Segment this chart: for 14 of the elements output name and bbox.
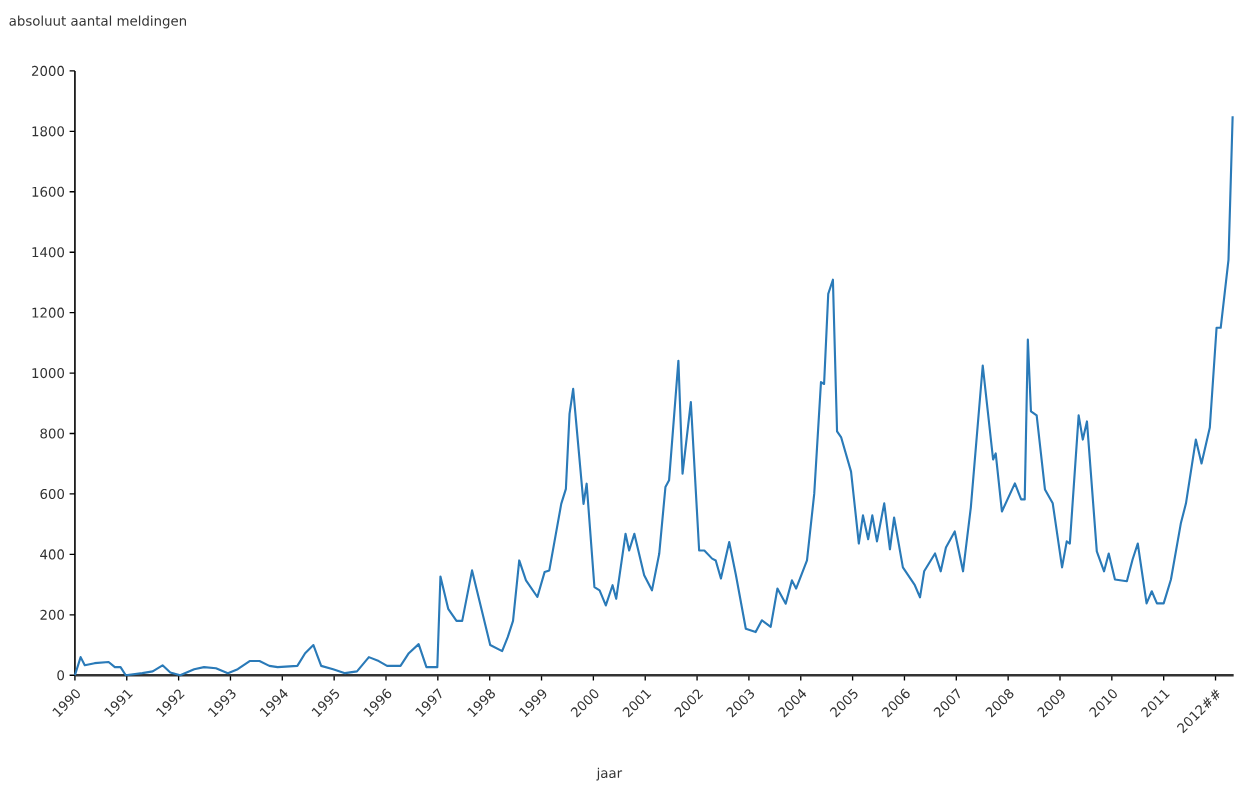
x-axis-title: jaar	[596, 767, 623, 781]
y-tick-label: 1400	[32, 247, 65, 258]
y-tick-label: 800	[40, 428, 65, 439]
y-axis-title: absoluut aantal meldingen	[9, 15, 186, 29]
y-tick-label: 0	[57, 670, 65, 681]
y-tick-label: 1800	[32, 126, 65, 137]
y-tick-label: 2000	[32, 65, 65, 76]
y-tick-label: 400	[40, 549, 65, 560]
y-tick-label: 200	[40, 609, 65, 620]
y-tick-label: 1200	[32, 307, 65, 318]
y-tick-label: 1000	[32, 367, 65, 379]
y-tick-label: 600	[40, 488, 65, 499]
y-tick-label: 1600	[32, 186, 65, 197]
line-series	[73, 115, 1234, 677]
